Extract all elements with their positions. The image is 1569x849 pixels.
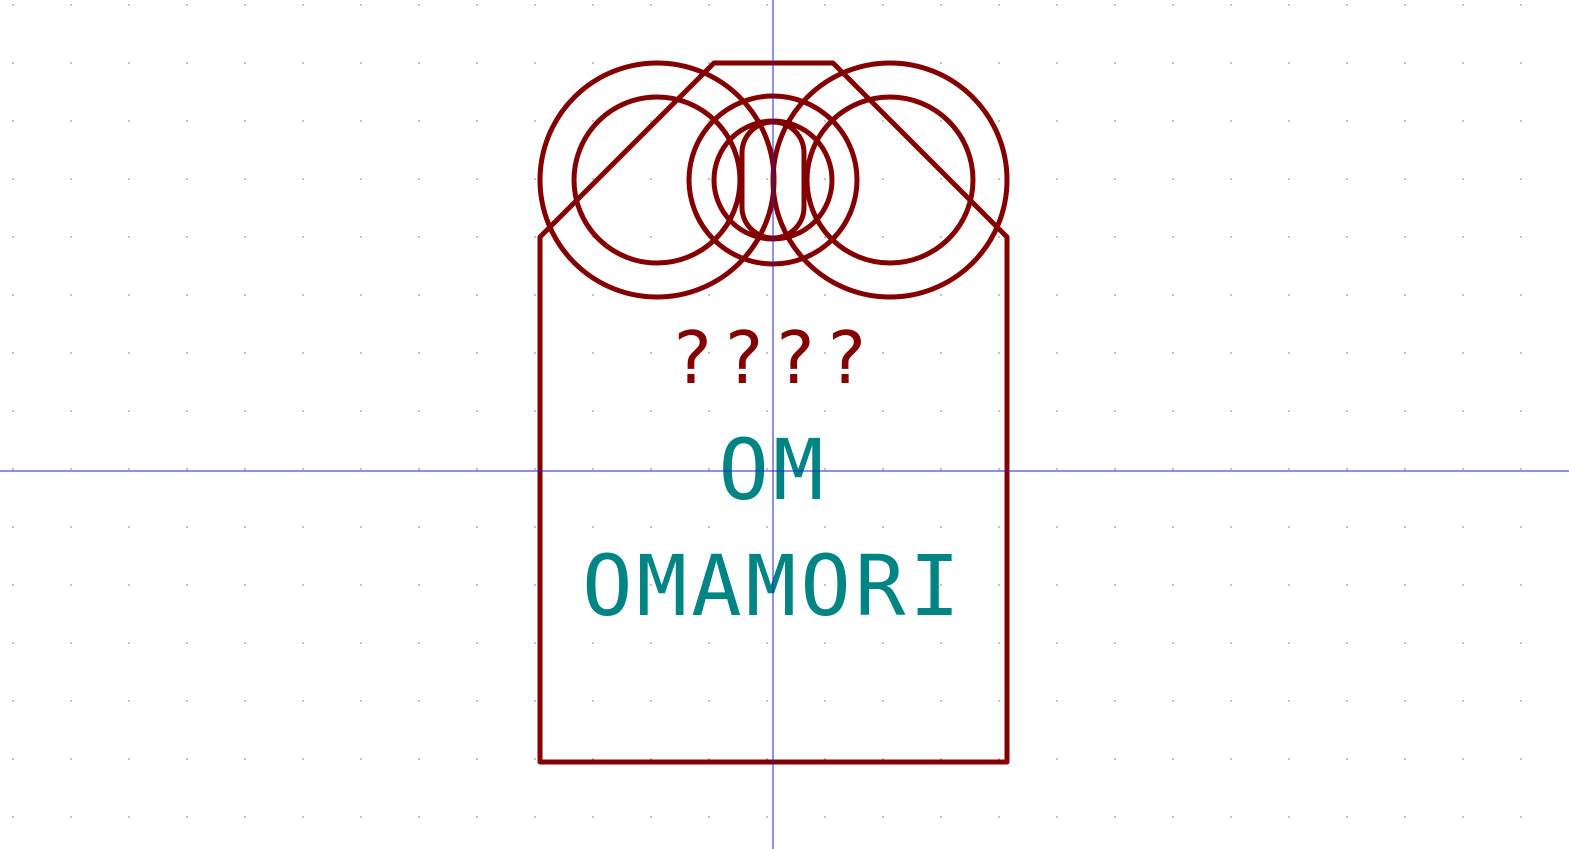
pouch-outline	[537, 60, 1010, 765]
right-inner-ring	[804, 94, 976, 266]
value-field[interactable]: OMAMORI	[582, 537, 964, 635]
unknown-glyph-text[interactable]: ????	[670, 316, 875, 400]
reference-field[interactable]: OM	[718, 421, 827, 519]
